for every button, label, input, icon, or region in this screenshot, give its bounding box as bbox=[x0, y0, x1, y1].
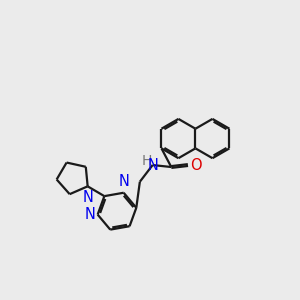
Text: N: N bbox=[147, 158, 158, 172]
Text: O: O bbox=[190, 158, 202, 172]
Text: H: H bbox=[142, 154, 152, 168]
Text: N: N bbox=[118, 175, 129, 190]
Text: N: N bbox=[84, 207, 95, 222]
Text: N: N bbox=[82, 190, 93, 205]
